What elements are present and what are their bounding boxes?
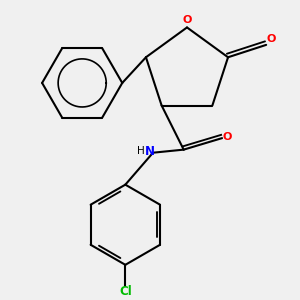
Text: O: O <box>223 132 232 142</box>
Text: O: O <box>266 34 275 44</box>
Text: O: O <box>182 15 192 25</box>
Text: Cl: Cl <box>119 284 132 298</box>
Text: N: N <box>145 145 155 158</box>
Text: H: H <box>137 146 145 156</box>
